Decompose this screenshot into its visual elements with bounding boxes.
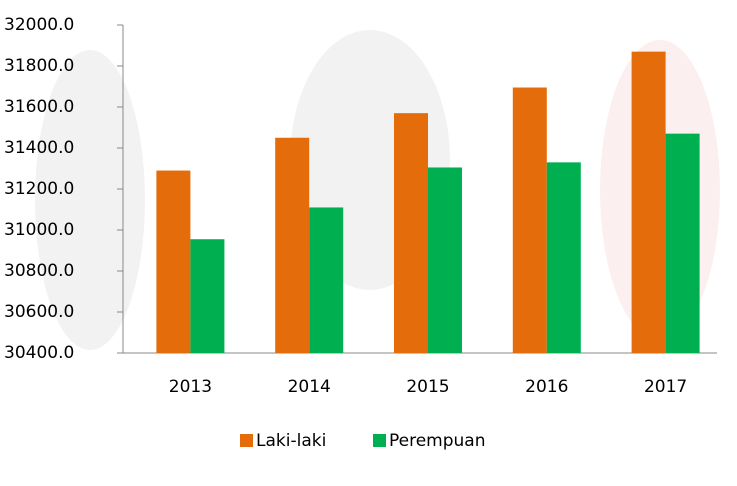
bar (190, 239, 225, 353)
y-tick-label: 31200.0 (4, 179, 74, 199)
bar (428, 167, 462, 353)
x-tick-label: 2017 (644, 377, 687, 397)
bar (394, 113, 428, 354)
x-tick-label: 2014 (288, 377, 331, 397)
x-tick-label: 2013 (169, 377, 212, 397)
legend-label: Laki-laki (256, 431, 326, 451)
y-tick-label: 32000.0 (4, 15, 74, 35)
bar (309, 207, 344, 353)
background-illustration (35, 30, 720, 350)
bar (546, 162, 581, 353)
legend-swatch (240, 434, 253, 447)
bar (631, 51, 666, 354)
y-tick-label: 31800.0 (4, 56, 74, 76)
legend-label: Perempuan (389, 431, 486, 451)
bar (156, 170, 191, 353)
y-tick-label: 31000.0 (4, 220, 74, 240)
y-tick-label: 30400.0 (4, 343, 74, 363)
x-tick-label: 2016 (525, 377, 568, 397)
x-tick-label: 2015 (406, 377, 449, 397)
y-tick-label: 30600.0 (4, 302, 74, 322)
y-tick-label: 31600.0 (4, 97, 74, 117)
legend-swatch (373, 434, 386, 447)
bar (512, 87, 547, 354)
y-tick-label: 31400.0 (4, 138, 74, 158)
bar (275, 137, 310, 353)
y-tick-label: 30800.0 (4, 261, 74, 281)
bar (665, 133, 700, 353)
